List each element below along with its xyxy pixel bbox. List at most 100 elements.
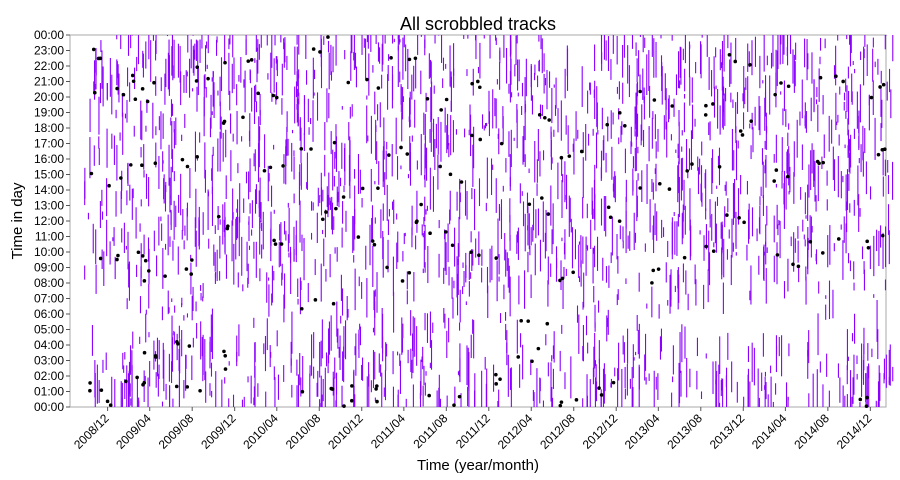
track-point [579, 149, 584, 154]
track-point [223, 367, 228, 371]
track-point [733, 59, 738, 64]
track-point [176, 342, 180, 346]
track-point [469, 250, 473, 254]
track-point [376, 86, 381, 90]
track-point [108, 403, 113, 407]
track-point [536, 346, 541, 351]
x-tick-label: 2014/12 [834, 411, 875, 452]
track-point [152, 80, 156, 85]
track-point [540, 196, 544, 200]
track-point [439, 108, 443, 112]
track-point [605, 122, 610, 127]
track-point [597, 386, 601, 390]
track-point [107, 183, 111, 188]
track-point [174, 384, 179, 389]
track-point [477, 253, 481, 257]
track-point [571, 270, 575, 275]
track-point [444, 97, 449, 102]
y-tick-label: 13:00 [34, 199, 64, 213]
y-tick-label: 18:00 [34, 121, 64, 135]
track-point [375, 399, 379, 404]
track-point [326, 35, 330, 39]
x-tick-label: 2009/12 [198, 411, 239, 452]
track-point [878, 85, 882, 89]
track-point [360, 186, 365, 191]
track-point [749, 119, 754, 123]
y-tick-label: 08:00 [34, 276, 64, 290]
y-tick-label: 04:00 [34, 338, 64, 352]
track-point [135, 375, 139, 380]
track-point [876, 152, 881, 157]
track-point [428, 231, 432, 235]
track-point [311, 47, 316, 51]
track-point [546, 212, 551, 216]
track-point [92, 90, 97, 95]
y-tick-label: 22:00 [34, 59, 64, 73]
track-point [711, 102, 715, 106]
track-point [221, 121, 226, 125]
x-tick-label: 2011/12 [453, 411, 493, 451]
track-point [478, 85, 482, 90]
y-tick-label: 19:00 [34, 106, 64, 120]
track-point [271, 93, 276, 98]
track-point [385, 265, 389, 270]
track-point [470, 81, 474, 86]
y-tick-label: 06:00 [34, 307, 64, 321]
track-point [667, 187, 672, 191]
y-tick-label: 21:00 [34, 75, 64, 89]
track-point [670, 104, 674, 108]
track-point [342, 404, 346, 408]
track-point [638, 186, 642, 190]
y-tick-label: 15:00 [34, 168, 64, 182]
y-tick-label: 09:00 [34, 261, 64, 275]
track-point [222, 349, 226, 354]
track-point [320, 217, 325, 222]
track-point [407, 57, 412, 62]
track-point [195, 65, 199, 69]
track-point [190, 258, 194, 262]
track-point [742, 220, 746, 225]
track-point [617, 219, 622, 223]
track-point [494, 372, 498, 377]
x-tick-label: 2013/04 [622, 411, 663, 452]
track-point [346, 80, 351, 85]
track-point [131, 79, 136, 84]
y-tick-label: 00:00 [34, 28, 64, 42]
track-point [808, 239, 813, 244]
track-point [657, 181, 662, 186]
track-point [279, 242, 284, 246]
x-tick-label: 2011/08 [410, 411, 450, 451]
track-point [309, 147, 313, 151]
track-point [400, 279, 405, 283]
track-point [623, 124, 627, 128]
track-point [559, 400, 564, 404]
track-point [140, 87, 145, 91]
track-point [656, 267, 661, 271]
x-tick-label: 2009/04 [113, 411, 154, 452]
track-point [133, 97, 138, 102]
track-point [105, 399, 110, 404]
track-point [223, 60, 227, 65]
track-point [785, 174, 790, 179]
track-point [748, 62, 752, 67]
track-point [119, 176, 123, 180]
x-tick-label: 2013/08 [664, 411, 705, 452]
y-tick-label: 10:00 [34, 245, 64, 259]
track-point [558, 403, 563, 408]
track-point [184, 267, 189, 271]
track-point [98, 256, 103, 261]
track-point [115, 86, 119, 91]
track-point [717, 165, 722, 169]
chart-title: All scrobbled tracks [400, 14, 556, 34]
y-tick-label: 20:00 [34, 90, 64, 104]
track-point [703, 113, 708, 117]
track-point [527, 202, 532, 207]
track-point [779, 81, 783, 85]
track-point [249, 58, 254, 62]
track-point [817, 161, 821, 166]
track-point [356, 235, 361, 239]
track-point [88, 388, 92, 393]
track-point [331, 301, 336, 306]
track-point [375, 384, 379, 388]
track-point [530, 359, 534, 364]
